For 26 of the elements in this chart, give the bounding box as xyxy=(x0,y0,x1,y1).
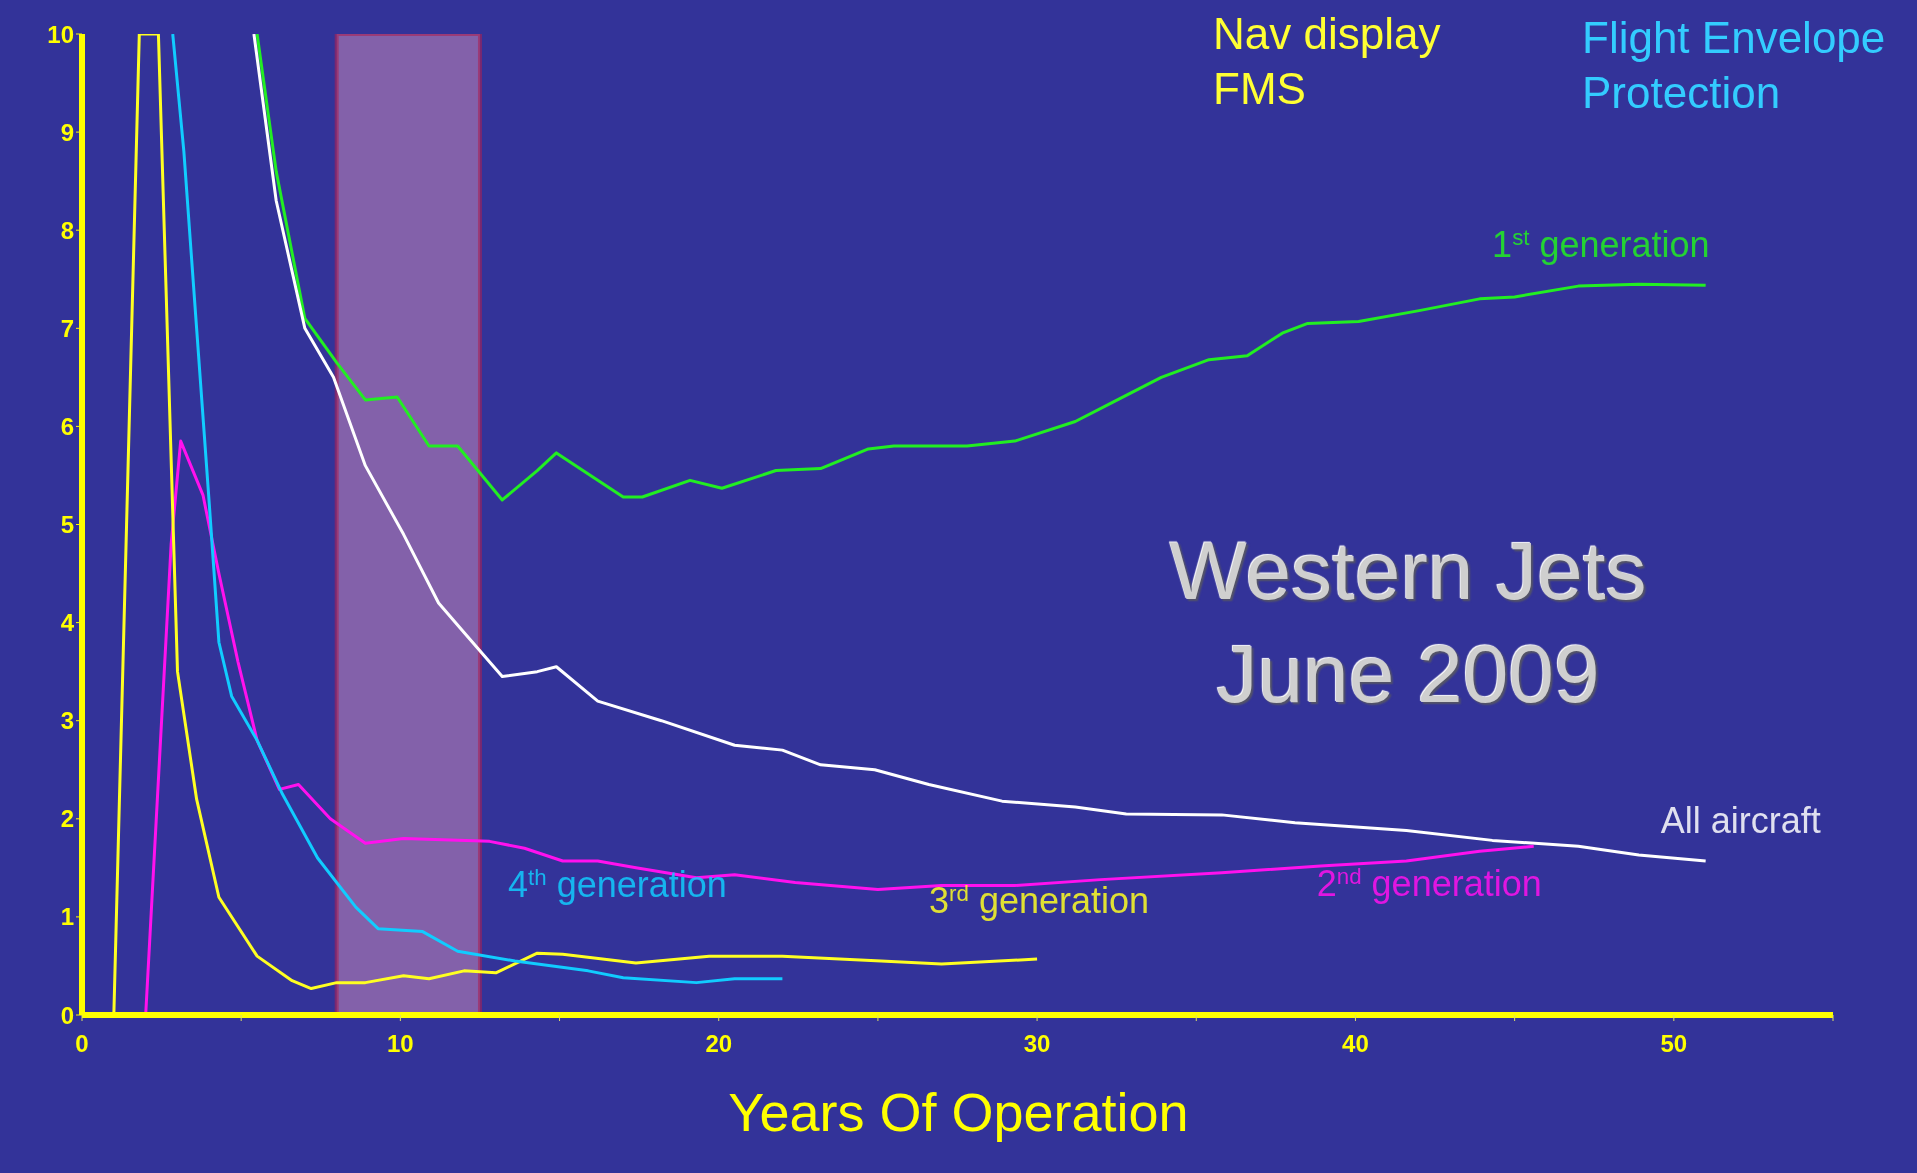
x-tick-label: 10 xyxy=(387,1030,414,1058)
series-label: 1$^{st}$ generation xyxy=(1492,224,1710,266)
y-tick-label: 1 xyxy=(60,903,74,931)
y-tick-label: 9 xyxy=(60,118,74,146)
y-tick-label: 6 xyxy=(60,412,74,440)
y-tick-label: 0 xyxy=(60,1001,74,1029)
series-label: 3$^{rd}$ generation xyxy=(929,880,1150,922)
y-tick-label: 3 xyxy=(60,707,74,735)
series-label: 2$^{nd}$ generation xyxy=(1316,863,1542,905)
y-tick-label: 8 xyxy=(60,216,74,244)
x-tick-label: 50 xyxy=(1660,1030,1688,1058)
x-tick-label: 20 xyxy=(705,1030,733,1058)
y-tick-label: 7 xyxy=(60,314,74,342)
y-tick-label: 2 xyxy=(60,805,74,833)
y-tick-label: 5 xyxy=(60,511,74,539)
y-tick-label: 10 xyxy=(47,20,74,48)
x-tick-label: 30 xyxy=(1023,1030,1051,1058)
x-tick-label: 40 xyxy=(1342,1030,1369,1058)
y-tick-label: 4 xyxy=(60,609,75,637)
series-label: All aircraft xyxy=(1660,799,1821,841)
annotation: Flight Envelope Protection xyxy=(1582,12,1886,119)
annotation: Western Jets June 2009 xyxy=(1169,524,1647,721)
annotation: Nav display FMS xyxy=(1213,8,1441,115)
x-axis-title: Years Of Operation xyxy=(727,1081,1190,1143)
line-series xyxy=(171,34,784,985)
series-label: 4$^{th}$ generation xyxy=(508,863,727,905)
